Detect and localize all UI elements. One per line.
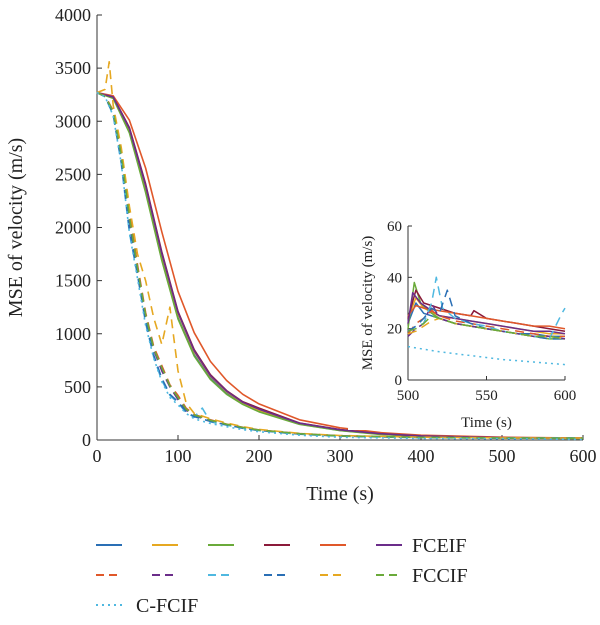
series-line-11 — [96, 61, 584, 439]
inset-x-tick-label: 500 — [397, 388, 420, 404]
inset-y-tick-label: 40 — [387, 270, 402, 286]
main-x-tick-label: 200 — [246, 446, 273, 466]
legend: FCEIF FCCIF C-FCIF — [96, 535, 468, 617]
inset-series-line-11 — [407, 317, 566, 340]
main-x-tick-label: 400 — [408, 446, 435, 466]
main-x-tick-label: 500 — [489, 446, 516, 466]
series-line-10 — [96, 91, 584, 439]
inset-y-tick-label: 20 — [387, 322, 402, 338]
inset-x-tick-label: 550 — [475, 388, 498, 404]
main-x-tick-label: 300 — [327, 446, 354, 466]
main-y-tick-label: 3500 — [55, 58, 91, 78]
main-x-tick-label: 100 — [165, 446, 192, 466]
main-x-tick-label: 0 — [93, 446, 102, 466]
inset-y-axis-title: MSE of velocity (m/s) — [360, 236, 376, 371]
main-x-axis-title: Time (s) — [306, 483, 374, 505]
inset-series-line-12 — [407, 315, 566, 340]
main-y-axis-title: MSE of velocity (m/s) — [5, 138, 27, 317]
inset-plot: 0 20 40 60 500 550 600 Time (s) MSE of velocity … — [348, 214, 583, 431]
main-y-tick-label: 0 — [82, 430, 91, 450]
inset-y-tick-label: 60 — [387, 219, 402, 235]
legend-label-fccif: FCCIF — [412, 565, 468, 587]
inset-x-axis-title: Time (s) — [461, 415, 512, 431]
series-line-12 — [96, 91, 584, 439]
main-y-tick-label: 2000 — [55, 218, 91, 238]
legend-label-fceif: FCEIF — [412, 535, 466, 557]
legend-label-c-fcif: C-FCIF — [136, 595, 198, 617]
inset-series-line-5 — [407, 304, 566, 330]
inset-x-tick-label: 600 — [554, 388, 577, 404]
main-y-tick-label: 4000 — [55, 5, 91, 25]
main-y-tick-label: 500 — [64, 377, 91, 397]
main-y-tick-label: 1500 — [55, 271, 91, 291]
series-line-6 — [96, 91, 584, 439]
main-y-tick-label: 3000 — [55, 111, 91, 131]
main-y-tick-label: 1000 — [55, 324, 91, 344]
main-y-tick-label: 2500 — [55, 164, 91, 184]
inset-series-line-6 — [407, 291, 566, 335]
main-x-tick-label: 600 — [570, 446, 597, 466]
inset-series-line-13 — [407, 345, 566, 366]
series-line-5 — [96, 91, 584, 439]
inset-y-tick-label: 0 — [395, 373, 403, 389]
